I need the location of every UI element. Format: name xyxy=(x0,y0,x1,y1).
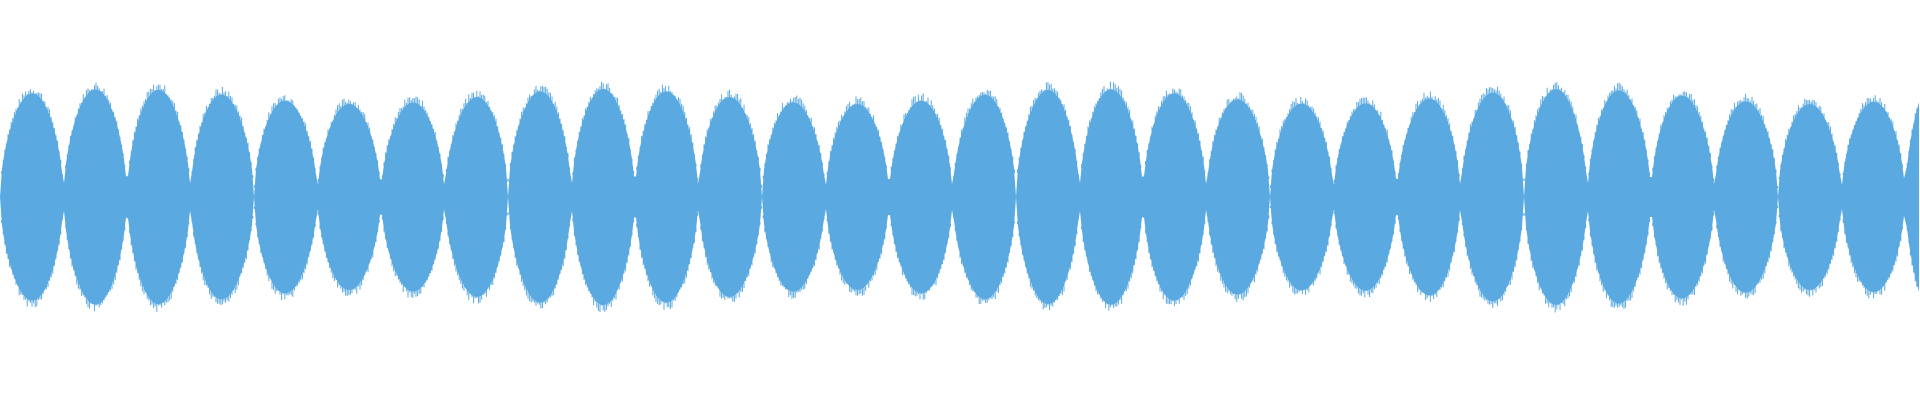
waveform-envelope xyxy=(0,89,1919,305)
waveform-peaks xyxy=(1,81,1918,313)
waveform-spikes xyxy=(1,81,1918,313)
